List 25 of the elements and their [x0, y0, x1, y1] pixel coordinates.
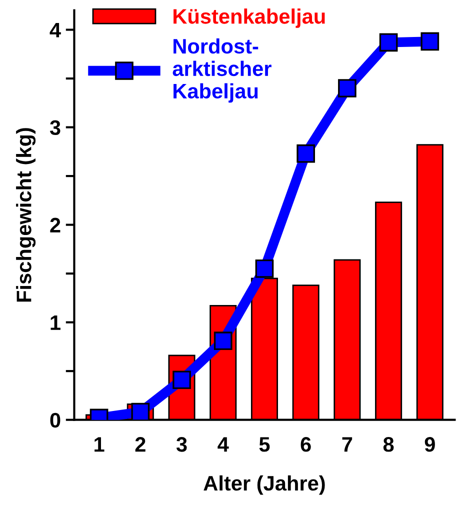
y-tick-label: 0: [50, 412, 60, 428]
x-tick-label: 5: [259, 437, 270, 452]
point: [420, 32, 440, 51]
y-tick-label: 3: [50, 120, 60, 136]
x-tick-label: 7: [342, 437, 352, 452]
legend-label: Nordost- arktischer Kabeljau: [172, 38, 272, 103]
y-tick-label: 4: [50, 22, 61, 38]
y-tick-label: 2: [50, 218, 60, 232]
x-tick-label: 6: [300, 437, 311, 452]
x-tick-label: 4: [218, 437, 229, 452]
x-tick-label: 1: [94, 437, 104, 452]
point: [131, 402, 150, 420]
x-tick-label: 8: [383, 437, 394, 452]
y-axis-title: Fischgewicht (kg): [16, 128, 36, 302]
y-tick-label: 1: [50, 316, 60, 330]
point: [255, 260, 274, 278]
x-tick-label: 9: [424, 437, 435, 452]
legend-label: Küstenkabeljau: [174, 8, 325, 28]
point: [296, 144, 316, 163]
x-tick-label: 2: [135, 437, 146, 452]
point: [338, 79, 356, 98]
point: [214, 332, 232, 350]
x-axis-title: Alter (Jahre): [204, 475, 325, 495]
point: [379, 33, 398, 52]
x-tick-label: 3: [176, 437, 187, 452]
